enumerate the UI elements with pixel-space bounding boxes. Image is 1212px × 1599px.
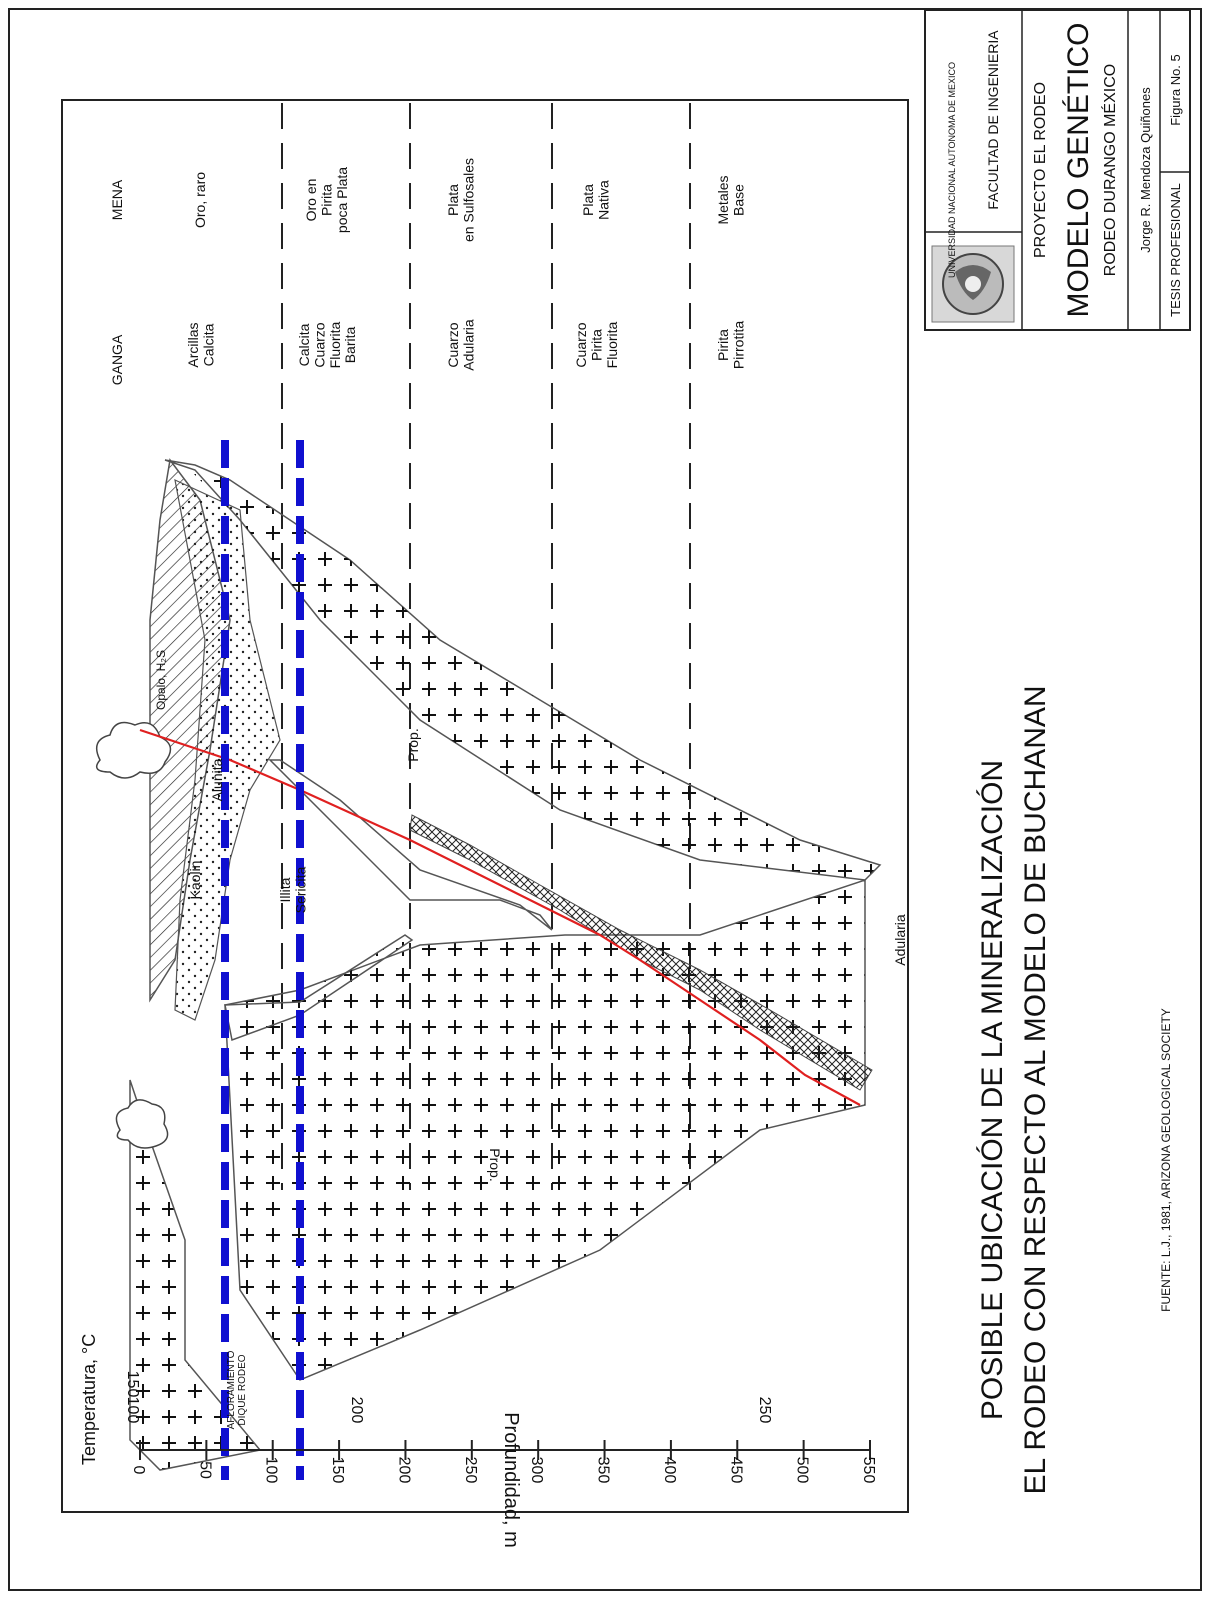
zone-ganga-text: PiritaPirrotita <box>715 321 746 369</box>
hot-spring-cloud-top <box>95 721 172 779</box>
model-name: MODELO GENÉTICO <box>1062 22 1095 317</box>
zone-mena-text: PlataNativa <box>580 180 611 220</box>
source-note: FUENTE: L.J., 1981, ARIZONA GEOLOGICAL S… <box>1159 1008 1173 1312</box>
unam-seal <box>931 245 1015 323</box>
zone-mena-text: Oro enPiritapoca Plata <box>303 167 350 233</box>
temperature-tick: 100 <box>124 1397 141 1424</box>
depth-tick-label: 500 <box>794 1457 811 1484</box>
depth-tick-label: 150 <box>329 1457 346 1484</box>
zone-ganga-text: CuarzoAdularia <box>445 319 476 371</box>
depth-tick-label: 50 <box>196 1461 213 1479</box>
temperature-axis-label: Temperatura, °C <box>79 1334 99 1465</box>
zone-mena-text: Plataen Sulfosales <box>445 158 476 242</box>
ganga-header: GANGA <box>109 334 125 385</box>
zone-mena-text: Oro, raro <box>192 172 208 228</box>
depth-tick-label: 550 <box>860 1457 877 1484</box>
temperature-tick: 200 <box>348 1397 365 1424</box>
title-block: UNIVERSIDAD NACIONAL AUTONOMA DE MEXICO … <box>924 9 1191 331</box>
prop-label-upper: Prop. <box>405 728 421 761</box>
caption-line-2: EL RODEO CON RESPECTO AL MODELO DE BUCHA… <box>1019 685 1052 1494</box>
faculty-name: FACULTAD DE INGENIERIA <box>985 30 1001 210</box>
depth-tick-label: 200 <box>395 1457 412 1484</box>
figure-number: Figura No. 5 <box>1168 54 1183 126</box>
location-name: RODEO DURANGO MÉXICO <box>1100 64 1119 276</box>
rock-labels: Kaolin Alunita IllitaSericita Adularia Opalo… <box>154 650 908 1429</box>
rock-body-wedge <box>224 934 414 1042</box>
university-name: UNIVERSIDAD NACIONAL AUTONOMA DE MEXICO <box>947 62 957 278</box>
depth-tick-label: 0 <box>130 1466 147 1475</box>
project-name: PROYECTO EL RODEO <box>1032 82 1049 258</box>
depth-tick-label: 100 <box>263 1457 280 1484</box>
geologic-section <box>95 458 882 1471</box>
alunita-label: Alunita <box>209 758 225 801</box>
mena-header: MENA <box>109 179 125 220</box>
depth-axis: 0 50 100 150 200 250 300 350 400 450 500 550 Profun… <box>130 1412 877 1548</box>
rock-body-lower <box>224 878 866 1381</box>
zone-labels: ArcillasCalcita Oro, raro CalcitaCuarzoFlu… <box>185 158 746 371</box>
illita-zone <box>268 759 553 931</box>
depth-axis-label: Profundidad, m <box>500 1412 522 1548</box>
zone-mena-text: MetalesBase <box>715 175 746 224</box>
kaolin-label: Kaolin <box>187 861 203 900</box>
depth-tick-label: 450 <box>727 1457 744 1484</box>
adularia-label: Adularia <box>892 914 908 966</box>
rock-body-upper-fill <box>190 470 865 870</box>
outer-frame <box>8 8 1202 1591</box>
depth-tick-label: 250 <box>462 1457 479 1484</box>
afloramiento-label: AFLORAMIENTODIQUE RODEO <box>226 1350 248 1429</box>
depth-tick-label: 300 <box>528 1457 545 1484</box>
opalo-label: Opalo, H₂S <box>154 650 168 710</box>
temperature-axis: Temperatura, °C 100 150 200 250 <box>79 1334 773 1465</box>
zone-ganga-text: CuarzoPiritaFluorita <box>573 321 620 368</box>
thesis-label: TESIS PROFESIONAL <box>1168 183 1183 317</box>
depth-tick-label: 350 <box>595 1457 612 1484</box>
temperature-tick: 250 <box>756 1397 773 1424</box>
depth-tick-label: 400 <box>661 1457 678 1484</box>
zone-ganga-text: CalcitaCuarzoFluoritaBarita <box>296 321 358 368</box>
zone-ganga-text: ArcillasCalcita <box>185 322 216 367</box>
prop-label-lower: Prop. <box>487 1148 503 1181</box>
vein-crosshatch <box>409 814 873 1091</box>
red-trend-line <box>139 728 861 1106</box>
diagram-frame <box>61 99 909 1513</box>
author-name: Jorge R. Mendoza Quiñones <box>1138 87 1153 253</box>
temperature-tick: 150 <box>124 1371 141 1398</box>
caption-line-1: POSIBLE UBICACIÓN DE LA MINERALIZACIÓN <box>976 760 1009 1420</box>
illita-label: IllitaSericita <box>277 866 308 913</box>
hot-spring-cloud-bottom <box>115 1099 169 1149</box>
